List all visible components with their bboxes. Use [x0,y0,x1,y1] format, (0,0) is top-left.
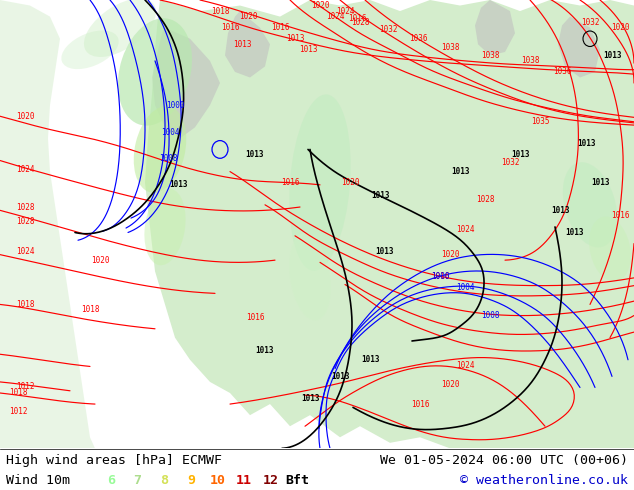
Text: 1024: 1024 [456,361,474,370]
Text: 1018: 1018 [9,389,27,397]
Text: 1004: 1004 [456,283,474,293]
Text: 1013: 1013 [169,180,187,189]
Polygon shape [152,27,220,138]
Text: 1028: 1028 [16,202,34,212]
Text: Wind 10m: Wind 10m [6,474,70,488]
Text: 1013: 1013 [331,372,349,381]
Text: 1000: 1000 [430,272,450,281]
Text: 1016: 1016 [281,178,299,187]
Text: 1035: 1035 [531,117,549,126]
Text: © weatheronline.co.uk: © weatheronline.co.uk [460,474,628,488]
Text: High wind areas [hPa] ECMWF: High wind areas [hPa] ECMWF [6,454,223,466]
Text: 1016: 1016 [246,313,264,322]
Text: 1013: 1013 [376,247,394,256]
Text: 1016: 1016 [348,14,366,24]
Text: 1013: 1013 [286,34,304,43]
Text: 1016: 1016 [430,272,450,281]
Text: 1016: 1016 [611,211,630,220]
Text: 1016: 1016 [411,399,429,409]
Text: 1013: 1013 [451,167,469,176]
Text: 1020: 1020 [441,380,459,389]
Text: 1013: 1013 [511,150,529,159]
Text: 11: 11 [236,474,252,488]
Text: 1013: 1013 [566,228,585,237]
Text: We 01-05-2024 06:00 UTC (00+06): We 01-05-2024 06:00 UTC (00+06) [380,454,628,466]
Text: 1024: 1024 [336,6,354,16]
Text: 1013: 1013 [246,150,264,159]
Ellipse shape [84,0,156,57]
Text: 1032: 1032 [581,18,599,26]
Text: 1028: 1028 [476,195,495,204]
Polygon shape [225,11,270,77]
Text: 1036: 1036 [553,68,571,76]
Ellipse shape [289,95,351,271]
Text: 1008: 1008 [481,311,499,320]
Text: 1013: 1013 [256,346,275,355]
Text: 1024: 1024 [16,247,34,256]
Text: 1013: 1013 [301,394,320,403]
Ellipse shape [563,162,617,247]
Text: 1024: 1024 [326,12,344,21]
Polygon shape [558,17,600,77]
Text: 1013: 1013 [551,206,569,215]
Polygon shape [145,0,634,448]
Text: 1008: 1008 [158,154,178,163]
Text: 1018: 1018 [81,305,100,315]
Text: Bft: Bft [285,474,309,488]
Text: 1013: 1013 [578,140,596,148]
Text: 1016: 1016 [271,23,289,32]
Text: 1028: 1028 [16,217,34,226]
Text: 1020: 1020 [340,178,359,187]
Ellipse shape [145,189,186,265]
Text: 8: 8 [160,474,168,488]
Text: 1020: 1020 [311,1,329,10]
Polygon shape [0,0,95,448]
Text: 7: 7 [134,474,141,488]
Ellipse shape [589,217,631,282]
Text: 1020: 1020 [239,12,257,21]
Polygon shape [475,0,515,55]
Text: 1032: 1032 [501,158,519,167]
Text: 1024: 1024 [16,165,34,174]
Text: 1012: 1012 [9,407,27,416]
Text: 1018: 1018 [16,300,34,309]
Text: 1012: 1012 [16,382,34,391]
Text: 1038: 1038 [481,51,499,60]
Text: 1016: 1016 [221,23,239,32]
Ellipse shape [134,106,186,193]
Text: 1038: 1038 [441,43,459,52]
Text: 6: 6 [107,474,115,488]
Text: 12: 12 [262,474,279,488]
Text: 1018: 1018 [210,6,230,16]
Ellipse shape [61,30,119,69]
Text: 1020: 1020 [441,250,459,259]
Text: 1028: 1028 [351,18,369,26]
Text: 1020: 1020 [611,23,630,32]
Ellipse shape [289,233,331,320]
Text: 1020: 1020 [16,112,34,121]
Text: 1013: 1013 [371,192,389,200]
Text: 9: 9 [187,474,195,488]
Text: 1036: 1036 [409,34,427,43]
Text: 1038: 1038 [521,56,540,65]
Text: 10: 10 [209,474,226,488]
Text: 1013: 1013 [233,40,251,49]
Text: 1020: 1020 [91,256,109,265]
Text: 1013: 1013 [603,51,621,60]
Text: 1024: 1024 [456,224,474,234]
Text: 1013: 1013 [591,178,609,187]
Ellipse shape [118,18,192,125]
Text: 1032: 1032 [378,25,398,34]
Text: 1013: 1013 [299,45,317,54]
Text: 1004: 1004 [161,128,179,137]
Text: 1013: 1013 [361,355,379,364]
Text: 1000: 1000 [165,100,184,110]
